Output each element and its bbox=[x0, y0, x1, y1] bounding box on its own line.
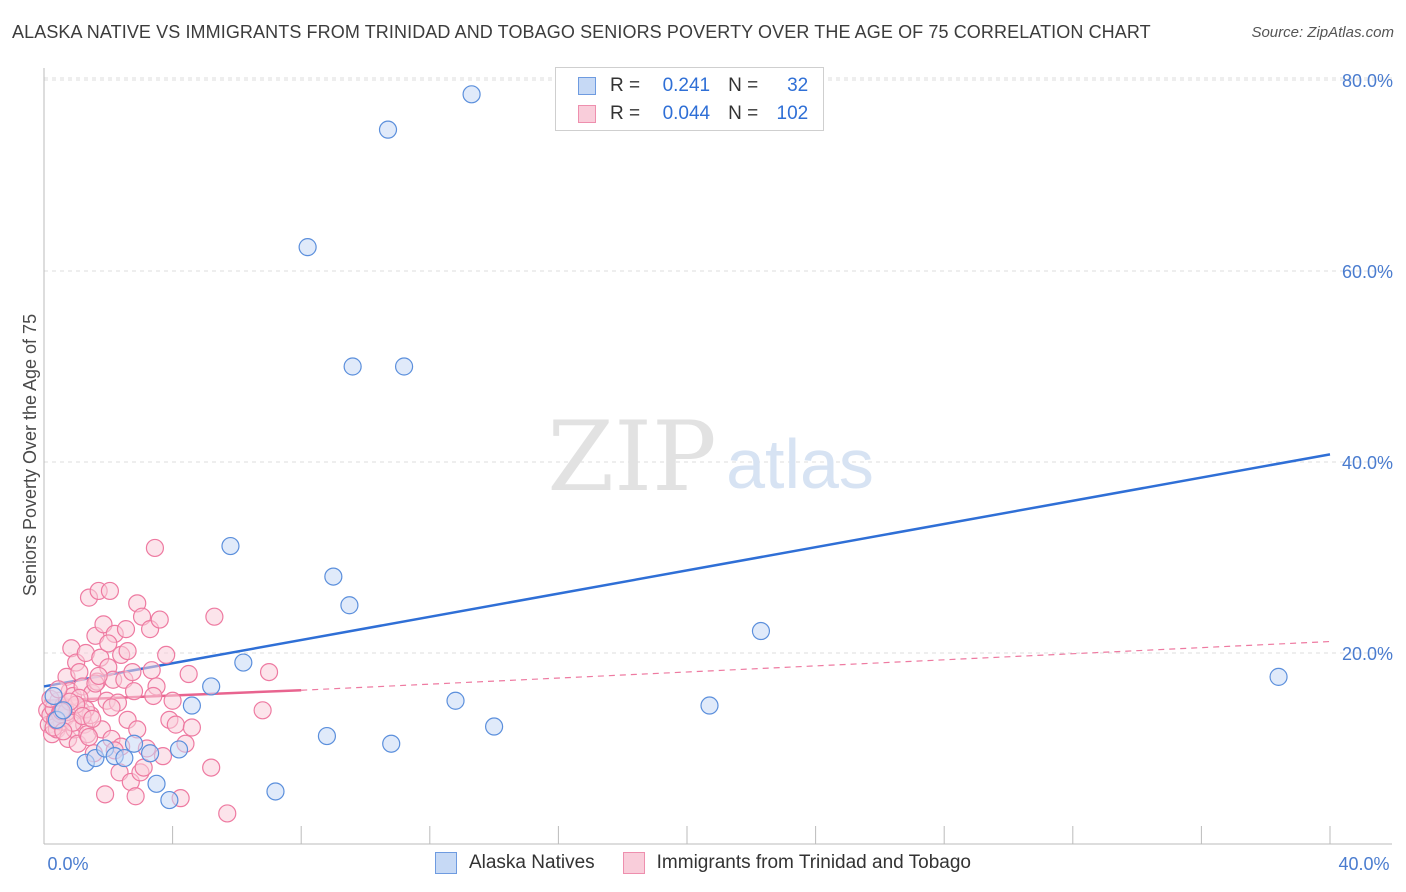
y-tick-label: 60.0% bbox=[1342, 262, 1393, 282]
data-point-alaska bbox=[378, 120, 398, 139]
legend-row-trinidad: R = 0.044 N = 102 bbox=[578, 102, 808, 126]
legend-row-alaska: R = 0.241 N = 32 bbox=[578, 74, 808, 98]
data-point-alaska bbox=[234, 653, 253, 672]
data-point-alaska bbox=[343, 357, 362, 376]
data-point-trinidad bbox=[89, 666, 108, 686]
legend-r-label: R = bbox=[610, 75, 641, 96]
data-point-trinidad bbox=[150, 610, 169, 629]
legend-r-value: 0.044 bbox=[662, 103, 711, 124]
data-point-alaska bbox=[160, 790, 179, 810]
data-point-trinidad bbox=[182, 718, 201, 737]
data-point-alaska bbox=[324, 567, 343, 586]
data-point-alaska bbox=[182, 696, 201, 715]
data-point-alaska bbox=[462, 85, 481, 104]
data-points bbox=[38, 85, 1288, 823]
legend-r-label: R = bbox=[610, 103, 641, 124]
data-point-trinidad bbox=[205, 607, 224, 626]
data-point-trinidad bbox=[142, 661, 161, 680]
data-point-alaska bbox=[700, 696, 719, 715]
legend-swatch-trinidad bbox=[578, 105, 596, 123]
data-point-alaska bbox=[298, 238, 317, 257]
data-point-alaska bbox=[394, 357, 414, 376]
data-point-alaska bbox=[266, 782, 285, 801]
data-point-trinidad bbox=[102, 698, 121, 717]
axes bbox=[43, 68, 1392, 845]
data-point-trinidad bbox=[116, 620, 136, 639]
data-point-trinidad bbox=[253, 701, 272, 720]
data-point-alaska bbox=[124, 734, 144, 753]
data-point-alaska bbox=[169, 740, 189, 759]
data-point-trinidad bbox=[259, 662, 279, 682]
data-point-trinidad bbox=[123, 662, 142, 682]
data-point-trinidad bbox=[166, 715, 185, 734]
watermark-zip: ZIP bbox=[547, 401, 716, 513]
y-tick-label: 80.0% bbox=[1342, 71, 1393, 91]
legend-item-trinidad[interactable]: Immigrants from Trinidad and Tobago bbox=[622, 852, 972, 874]
data-point-trinidad bbox=[79, 727, 99, 747]
data-point-alaska bbox=[340, 596, 359, 615]
legend-swatch-alaska bbox=[578, 77, 596, 95]
data-point-alaska bbox=[54, 701, 73, 720]
y-tick-label: 20.0% bbox=[1342, 644, 1393, 664]
data-point-alaska bbox=[44, 686, 63, 706]
legend-r-value: 0.241 bbox=[662, 75, 711, 96]
data-point-alaska bbox=[446, 691, 465, 710]
legend-n-value: 32 bbox=[787, 75, 809, 96]
data-point-alaska bbox=[140, 744, 160, 763]
data-point-trinidad bbox=[118, 641, 137, 661]
legend-label-trinidad: Immigrants from Trinidad and Tobago bbox=[656, 852, 972, 873]
data-point-trinidad bbox=[163, 691, 182, 710]
data-point-alaska bbox=[115, 748, 134, 768]
data-point-alaska bbox=[221, 536, 240, 556]
data-point-trinidad bbox=[145, 538, 165, 558]
data-point-trinidad bbox=[144, 686, 163, 706]
data-point-trinidad bbox=[218, 804, 237, 823]
data-point-trinidad bbox=[95, 785, 115, 804]
series-legend: Alaska Natives Immigrants from Trinidad … bbox=[0, 852, 1406, 874]
data-point-trinidad bbox=[100, 581, 120, 601]
data-point-trinidad bbox=[83, 709, 102, 728]
legend-swatch-alaska bbox=[434, 852, 457, 874]
data-point-trinidad bbox=[99, 634, 118, 653]
y-tick-label: 40.0% bbox=[1342, 453, 1393, 473]
data-point-trinidad bbox=[202, 758, 221, 777]
data-point-trinidad bbox=[126, 787, 145, 806]
y-axis-label: Seniors Poverty Over the Age of 75 bbox=[20, 314, 40, 596]
data-point-alaska bbox=[317, 726, 337, 746]
x-tick-label: 0.0% bbox=[47, 854, 88, 874]
legend-n-label: N = bbox=[728, 75, 759, 96]
stats-legend: R = 0.241 N = 32 R = 0.044 N = 102 bbox=[555, 67, 824, 131]
watermark: ZIP atlas bbox=[547, 401, 874, 513]
legend-swatch-trinidad bbox=[622, 852, 645, 874]
data-point-alaska bbox=[1269, 667, 1288, 686]
data-point-alaska bbox=[147, 774, 166, 793]
legend-n-value: 102 bbox=[776, 103, 809, 124]
data-point-trinidad bbox=[124, 682, 144, 701]
chart-title: ALASKA NATIVE VS IMMIGRANTS FROM TRINIDA… bbox=[12, 22, 1151, 42]
legend-label-alaska: Alaska Natives bbox=[468, 852, 595, 873]
grid-lines bbox=[44, 77, 1392, 654]
data-point-alaska bbox=[751, 621, 771, 641]
trend-line-alaska bbox=[43, 453, 1331, 688]
data-point-alaska bbox=[202, 677, 221, 696]
data-point-alaska bbox=[485, 717, 504, 736]
tick-labels: 20.0% 40.0% 60.0% 80.0% 0.0% 40.0% bbox=[47, 71, 1393, 874]
legend-n-label: N = bbox=[728, 103, 759, 124]
trend-line-trinidad-extension bbox=[301, 640, 1331, 691]
source-label: Source: ZipAtlas.com bbox=[1251, 24, 1394, 41]
x-tick-label: 40.0% bbox=[1338, 854, 1389, 874]
data-point-trinidad bbox=[179, 664, 198, 684]
watermark-atlas: atlas bbox=[726, 425, 874, 503]
legend-item-alaska[interactable]: Alaska Natives bbox=[434, 852, 595, 874]
data-point-alaska bbox=[382, 734, 401, 753]
data-point-trinidad bbox=[157, 645, 176, 665]
